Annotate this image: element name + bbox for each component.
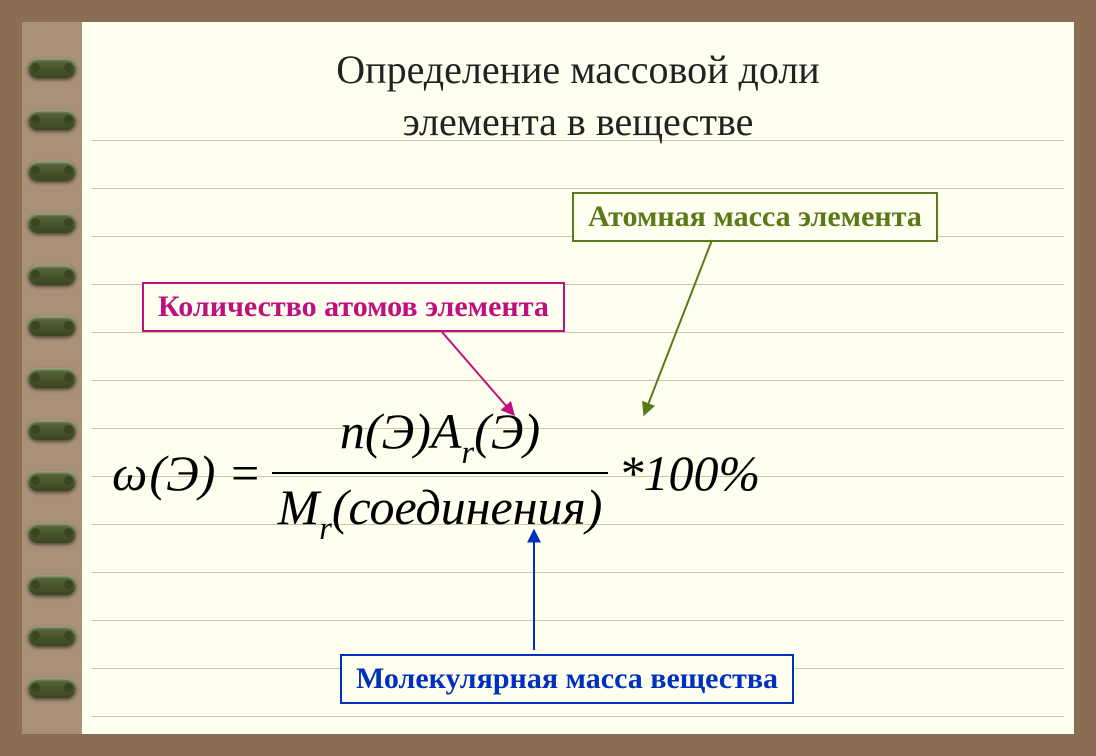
label-atomic-mass: Атомная масса элемента bbox=[572, 192, 938, 242]
symbol-n: n bbox=[340, 403, 365, 459]
label-atom-count: Количество атомов элемента bbox=[142, 282, 565, 332]
title-line-2: элемента в веществе bbox=[82, 96, 1074, 148]
binding-ring bbox=[28, 316, 76, 336]
binding-ring bbox=[28, 265, 76, 285]
n-argument: (Э) bbox=[365, 403, 431, 459]
title-line-1: Определение массовой доли bbox=[82, 44, 1074, 96]
binding-ring bbox=[28, 626, 76, 646]
binding-ring bbox=[28, 523, 76, 543]
label-molecular-mass: Молекулярная масса вещества bbox=[340, 654, 794, 704]
Mr-argument: (соединения) bbox=[332, 479, 603, 535]
binding-ring bbox=[28, 420, 76, 440]
symbol-Ar: Ar bbox=[431, 403, 474, 459]
mass-fraction-formula: ω (Э) = n(Э)Ar(Э) Mr(соединения) *100% bbox=[112, 402, 1044, 544]
binding-ring bbox=[28, 213, 76, 233]
outer-frame: Определение массовой доли элемента в вещ… bbox=[0, 0, 1096, 756]
spiral-binding bbox=[22, 22, 82, 734]
denominator: Mr(соединения) bbox=[272, 478, 609, 544]
fraction-bar bbox=[272, 472, 609, 474]
binding-ring bbox=[28, 678, 76, 698]
binding-ring bbox=[28, 471, 76, 491]
paper-area: Определение массовой доли элемента в вещ… bbox=[82, 22, 1074, 734]
binding-ring bbox=[28, 161, 76, 181]
binding-ring bbox=[28, 110, 76, 130]
binding-ring bbox=[28, 368, 76, 388]
symbol-Mr: Mr bbox=[278, 479, 332, 535]
Ar-argument: (Э) bbox=[474, 403, 540, 459]
lhs-argument: (Э) = bbox=[149, 444, 261, 502]
fraction: n(Э)Ar(Э) Mr(соединения) bbox=[272, 402, 609, 544]
symbol-omega: ω bbox=[112, 444, 147, 502]
binding-ring bbox=[28, 58, 76, 78]
page-title: Определение массовой доли элемента в вещ… bbox=[82, 44, 1074, 148]
numerator: n(Э)Ar(Э) bbox=[322, 402, 558, 468]
tail-times-100: *100% bbox=[618, 444, 760, 502]
binding-ring bbox=[28, 575, 76, 595]
